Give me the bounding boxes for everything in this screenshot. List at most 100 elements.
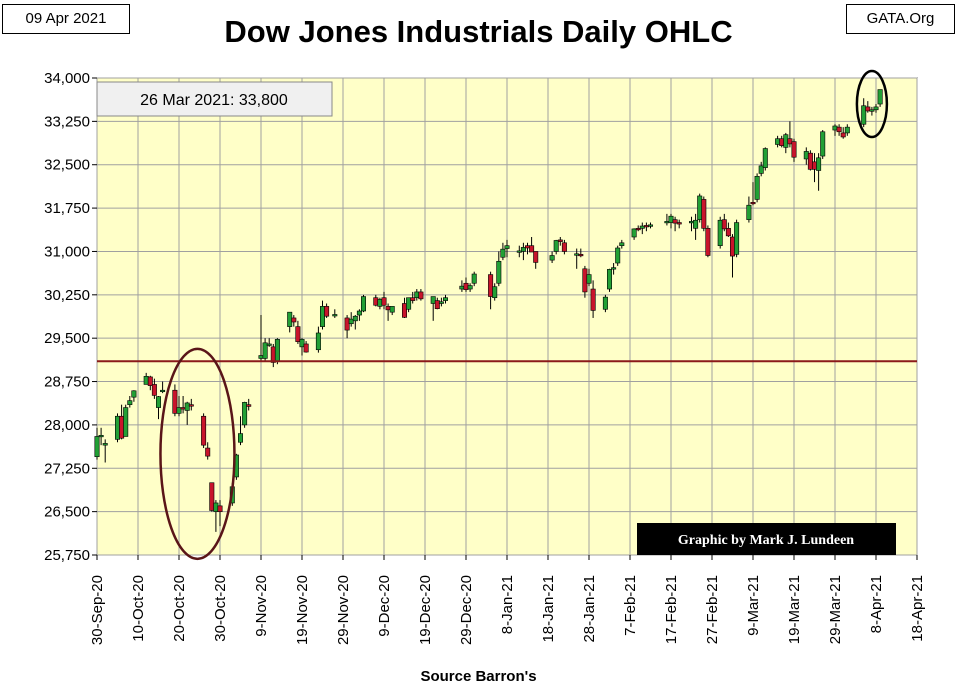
candle-body	[702, 199, 706, 228]
credit-text: Graphic by Mark J. Lundeen	[678, 533, 854, 548]
y-tick-label: 33,250	[44, 113, 90, 130]
candle-body	[242, 402, 246, 425]
candle	[210, 483, 214, 512]
x-tick-label: 9-Mar-21	[745, 575, 762, 636]
y-tick-label: 27,250	[44, 460, 90, 477]
candle	[242, 402, 246, 428]
candle-body	[95, 436, 99, 456]
annotation-text: 26 Mar 2021: 33,800	[140, 92, 288, 109]
candle-body	[288, 312, 292, 326]
candle	[124, 405, 128, 437]
candle-body	[525, 246, 529, 248]
candle-body	[808, 153, 812, 169]
candle-body	[837, 127, 841, 132]
candle-body	[505, 246, 509, 249]
candle-body	[575, 254, 579, 256]
candle-body	[361, 297, 365, 311]
candle-body	[579, 254, 583, 256]
candle-body	[181, 408, 185, 410]
y-tick-label: 29,500	[44, 330, 90, 347]
candle-body	[411, 298, 415, 301]
x-tick-label: 27-Feb-21	[704, 575, 721, 644]
candle	[734, 220, 738, 258]
y-tick-label: 30,250	[44, 287, 90, 304]
x-tick-label: 19-Mar-21	[786, 575, 803, 644]
x-tick-label: 8-Jan-21	[499, 575, 516, 634]
candle-body	[558, 240, 562, 242]
candle-body	[878, 90, 882, 104]
x-tick-label: 10-Oct-20	[130, 575, 147, 642]
candle-body	[718, 220, 722, 245]
x-tick-label: 9-Nov-20	[253, 575, 270, 637]
y-tick-label: 28,000	[44, 417, 90, 434]
candle	[821, 130, 825, 159]
candle-body	[554, 240, 558, 251]
candle-body	[148, 377, 152, 386]
candle-body	[488, 275, 492, 297]
candle-body	[726, 228, 730, 236]
candle	[607, 269, 611, 292]
candle-body	[816, 158, 820, 171]
credit-box: Graphic by Mark J. Lundeen	[637, 523, 896, 555]
candle	[115, 413, 119, 442]
x-tick-label: 29-Nov-20	[335, 575, 352, 645]
x-tick-label: 9-Dec-20	[376, 575, 393, 637]
candle-body	[550, 256, 554, 261]
candle-body	[759, 166, 763, 174]
candle-body	[611, 268, 615, 270]
candle	[361, 295, 365, 312]
candle-body	[115, 416, 119, 439]
candle-body	[439, 302, 443, 304]
candle-body	[275, 339, 279, 361]
candle-body	[521, 247, 525, 251]
candle-body	[382, 298, 386, 306]
candle-body	[689, 221, 693, 223]
candle-body	[386, 306, 390, 309]
y-tick-label: 32,500	[44, 157, 90, 174]
candle-body	[493, 287, 497, 298]
candle-body	[607, 269, 611, 289]
candle-body	[472, 274, 476, 283]
candle-body	[119, 416, 123, 438]
candle-body	[583, 269, 587, 292]
candle-body	[160, 390, 164, 392]
x-tick-label: 29-Mar-21	[827, 575, 844, 644]
x-tick-label: 30-Oct-20	[212, 575, 229, 642]
candle-body	[374, 298, 378, 306]
candle-body	[845, 127, 849, 133]
candle-body	[706, 228, 710, 255]
candle-body	[464, 283, 468, 289]
candle-body	[784, 135, 788, 148]
x-tick-label: 30-Sep-20	[89, 575, 106, 645]
y-axis: 25,75026,50027,25028,00028,75029,50030,2…	[44, 70, 97, 564]
candle-body	[406, 298, 410, 310]
candle	[808, 150, 812, 170]
candle-body	[788, 139, 792, 144]
candle	[201, 413, 205, 448]
candle-body	[292, 318, 296, 322]
x-tick-label: 7-Feb-21	[622, 575, 639, 636]
candle-body	[206, 448, 210, 456]
candle-body	[185, 403, 189, 411]
candle-body	[349, 319, 353, 324]
candle-body	[468, 286, 472, 289]
candle-body	[640, 226, 644, 228]
candle-body	[156, 397, 160, 408]
candle-body	[296, 327, 300, 342]
annotation-box: 26 Mar 2021: 33,800	[97, 82, 332, 116]
candle-body	[460, 286, 464, 289]
candle-body	[775, 139, 779, 145]
x-tick-label: 8-Apr-21	[868, 575, 885, 633]
source-label: Source Barron's	[0, 668, 957, 685]
candle-body	[669, 216, 673, 222]
candle-body	[218, 506, 222, 512]
candle-body	[874, 107, 878, 110]
candle-body	[677, 223, 681, 225]
candle-body	[353, 316, 357, 321]
candle-body	[390, 306, 394, 312]
candle-body	[431, 297, 435, 304]
candle-body	[402, 303, 406, 317]
candle	[275, 338, 279, 364]
y-tick-label: 26,500	[44, 504, 90, 521]
